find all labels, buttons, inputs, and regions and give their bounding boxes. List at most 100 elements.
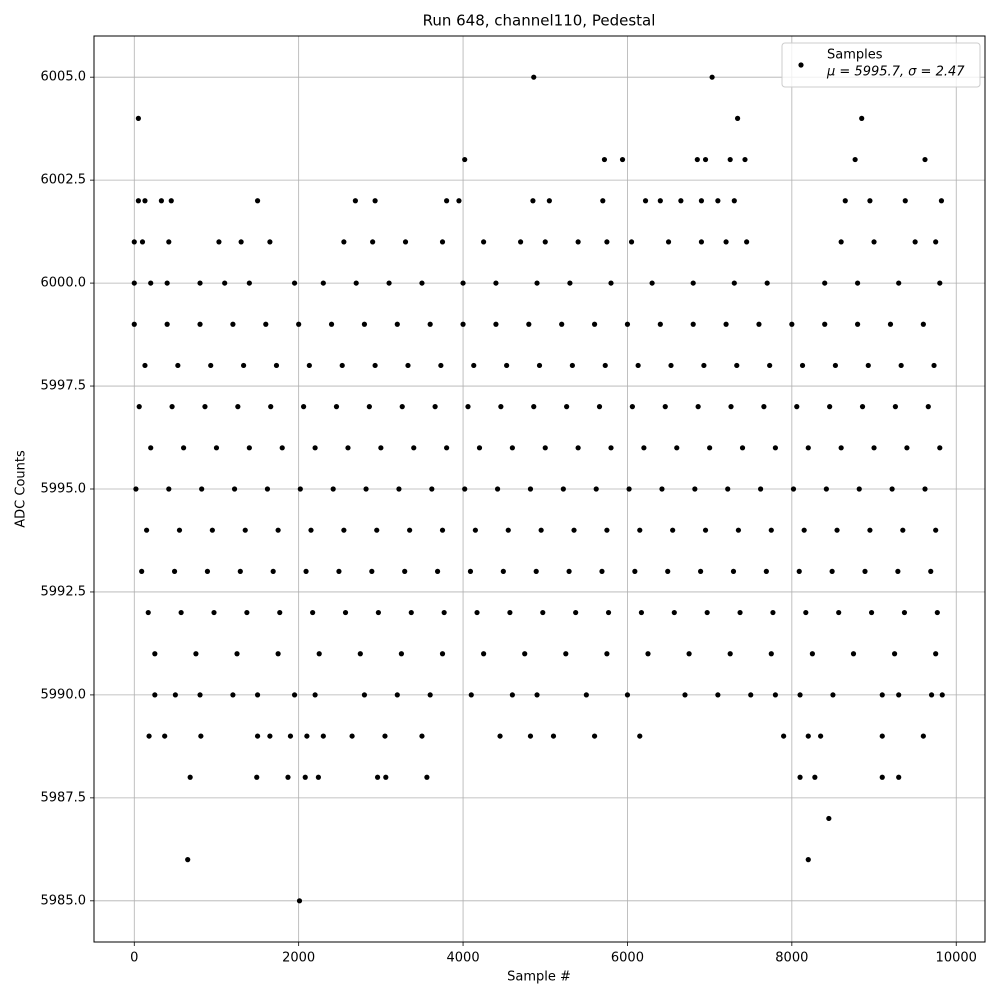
point [304, 733, 310, 739]
point [176, 527, 183, 533]
point [279, 445, 285, 451]
point [659, 486, 665, 492]
point [670, 527, 676, 533]
point [374, 527, 380, 533]
point [933, 651, 939, 657]
point [509, 692, 515, 698]
point [402, 568, 408, 574]
x-tick-label: 10000 [936, 951, 977, 966]
point [868, 609, 875, 616]
point [560, 486, 566, 492]
point [635, 362, 641, 369]
point [748, 692, 754, 698]
point [175, 362, 181, 369]
point [534, 692, 540, 698]
y-tick-label: 5985.0 [41, 893, 87, 908]
point [312, 692, 318, 698]
point [441, 609, 447, 616]
point [222, 280, 228, 286]
x-axis-label: Sample # [507, 970, 571, 985]
point [199, 486, 205, 492]
point [805, 445, 811, 451]
point [772, 692, 779, 698]
point [657, 198, 663, 204]
point [668, 362, 674, 369]
y-tick-label: 6000.0 [41, 276, 87, 291]
point [822, 321, 828, 327]
point [246, 280, 252, 286]
legend: Samples μ = 5995.7, σ = 2.47 [781, 42, 981, 88]
point [465, 404, 471, 410]
point [892, 404, 899, 410]
point [504, 362, 510, 369]
point [296, 321, 302, 327]
point [727, 156, 733, 163]
point [742, 156, 748, 163]
point [152, 692, 158, 698]
point [730, 568, 737, 574]
point [285, 774, 291, 780]
point [671, 609, 677, 616]
y-tick-label: 5990.0 [41, 687, 87, 702]
point [850, 651, 857, 657]
point [345, 445, 351, 451]
point [353, 280, 359, 286]
point [638, 609, 645, 616]
point [238, 239, 244, 245]
point [756, 321, 762, 327]
point [797, 774, 803, 780]
point [628, 239, 635, 245]
point [727, 651, 733, 657]
point [939, 692, 945, 698]
point [797, 692, 803, 698]
point [349, 733, 355, 739]
point [527, 486, 534, 492]
point [794, 404, 800, 410]
point [240, 362, 247, 369]
point [142, 198, 148, 204]
point [809, 651, 815, 657]
point [805, 857, 811, 863]
point [378, 445, 384, 451]
x-tick-label: 8000 [775, 951, 808, 966]
point [296, 898, 303, 904]
point [434, 568, 441, 574]
point [411, 445, 417, 451]
point [148, 445, 154, 451]
point [922, 486, 928, 492]
point [467, 568, 474, 574]
point [859, 115, 865, 121]
point [439, 527, 446, 533]
point [832, 362, 839, 369]
point [686, 651, 692, 657]
point [629, 404, 635, 410]
point [600, 198, 606, 204]
point [834, 527, 840, 533]
point [273, 362, 280, 369]
point [801, 527, 807, 533]
point [328, 321, 335, 327]
point [619, 156, 626, 163]
point [887, 321, 894, 327]
point [456, 198, 462, 204]
point [146, 733, 152, 739]
point [264, 486, 271, 492]
point [596, 404, 603, 410]
point [665, 239, 672, 245]
point [739, 445, 746, 451]
point [715, 692, 721, 698]
point [624, 692, 631, 698]
point [854, 321, 861, 327]
point [171, 568, 178, 574]
point [871, 445, 877, 451]
point [838, 445, 844, 451]
point [649, 280, 655, 286]
point [571, 527, 577, 533]
point [131, 280, 137, 286]
point [432, 404, 438, 410]
point [758, 486, 764, 492]
point [178, 609, 184, 616]
point [341, 527, 347, 533]
point [166, 239, 172, 245]
